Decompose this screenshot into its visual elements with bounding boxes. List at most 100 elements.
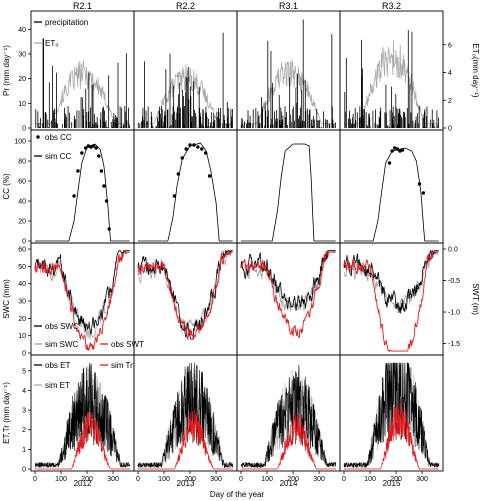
legend-label: sim Tr <box>111 361 133 370</box>
x-tick-label: 0 <box>33 476 37 483</box>
column-header: R2.1 <box>73 1 92 11</box>
sim-swc-line <box>137 250 233 335</box>
legend-label: obs SWT <box>111 340 144 349</box>
obs-cc-point <box>99 169 104 173</box>
x-tick-label: 200 <box>184 476 196 483</box>
y-axis-title-right: SWT (m) <box>471 283 480 315</box>
x-tick-label: 100 <box>158 476 170 483</box>
x-tick-label: 0 <box>342 476 346 483</box>
sim-et-line <box>137 366 234 468</box>
obs-cc-point <box>102 184 106 188</box>
y-tick-label: 5 <box>22 368 26 375</box>
sim-swc-line <box>343 250 439 314</box>
obs-cc-point <box>89 145 93 149</box>
y-tick-label-right: 4 <box>448 70 452 77</box>
obs-cc-point <box>390 149 394 153</box>
y-tick-label-right: 0.0 <box>448 247 458 254</box>
column-header: R3.2 <box>382 1 401 11</box>
obs-cc-point <box>207 174 212 178</box>
sim-swc-line <box>240 250 336 312</box>
obs-et-line <box>34 362 131 468</box>
x-tick-label: 300 <box>313 476 325 483</box>
y-tick-label: 0 <box>22 126 26 133</box>
obs-cc-point <box>184 147 188 151</box>
obs-swc-line <box>137 250 233 340</box>
sim-tr-line <box>240 412 337 470</box>
legend-label: sim CC <box>45 152 71 161</box>
legend-marker <box>36 135 40 139</box>
legend-label: ET₀ <box>45 39 59 48</box>
obs-cc-point <box>84 146 88 150</box>
panel-frame <box>339 354 444 472</box>
legend-label: precipitation <box>45 18 88 27</box>
y-tick-label: 60 <box>18 247 26 254</box>
y-tick-label: 0 <box>22 467 26 474</box>
panel-frame <box>339 129 444 244</box>
y-tick-label: 80 <box>18 159 26 166</box>
obs-cc-point <box>176 172 181 176</box>
y-tick-label: 60 <box>18 179 26 186</box>
legend-label: sim SWC <box>45 340 79 349</box>
x-tick-label: 300 <box>416 476 428 483</box>
sim-cc-line <box>138 142 233 242</box>
obs-cc-point <box>417 182 422 186</box>
y-tick-label-right: 2 <box>448 98 452 105</box>
x-tick-label: 200 <box>81 476 93 483</box>
x-tick-label: 100 <box>55 476 67 483</box>
y-axis-title: ET,Tr (mm day⁻¹) <box>2 382 11 444</box>
obs-cc-point <box>91 144 96 148</box>
sim-cc-line <box>35 143 130 242</box>
x-tick-label: 0 <box>136 476 140 483</box>
obs-swt-line <box>343 251 439 352</box>
y-tick-label: 20 <box>18 219 26 226</box>
y-tick-label-right: -1.5 <box>448 341 460 348</box>
obs-cc-point <box>72 194 76 198</box>
obs-cc-point <box>400 148 405 152</box>
y-tick-label: 20 <box>18 76 26 83</box>
sim-tr-line <box>343 399 440 470</box>
obs-swt-line <box>137 251 233 340</box>
x-tick-label: 200 <box>390 476 402 483</box>
y-tick-label: 2 <box>22 427 26 434</box>
obs-swc-line <box>343 250 439 314</box>
obs-cc-point <box>97 154 101 158</box>
legend-label: obs ET <box>45 361 70 370</box>
obs-swt-line <box>34 251 130 351</box>
obs-et-line <box>137 362 234 468</box>
obs-cc-point <box>86 144 91 148</box>
plot-layer <box>34 19 440 470</box>
y-axis-title: CC (%) <box>2 173 11 200</box>
obs-cc-point <box>76 169 80 173</box>
year-label: 2012 <box>74 479 92 488</box>
obs-cc-point <box>398 149 402 153</box>
obs-cc-point <box>180 156 184 160</box>
y-tick-label: 40 <box>18 199 26 206</box>
y-tick-label: 3 <box>22 408 26 415</box>
year-label: 2014 <box>280 479 298 488</box>
obs-swc-line <box>34 250 130 335</box>
x-tick-label: 200 <box>287 476 299 483</box>
y-tick-label: 1 <box>22 447 26 454</box>
legend-label: sim ET <box>45 381 70 390</box>
y-tick-label: 4 <box>22 388 26 395</box>
obs-cc-point <box>94 146 98 150</box>
obs-cc-point <box>200 147 204 151</box>
obs-et-line <box>240 364 337 468</box>
x-tick-label: 300 <box>107 476 119 483</box>
obs-cc-point <box>203 151 208 155</box>
y-tick-label-right: -0.5 <box>448 278 460 285</box>
column-header: R3.1 <box>279 1 298 11</box>
obs-cc-point <box>104 199 109 203</box>
obs-cc-point <box>196 145 200 149</box>
obs-cc-point <box>395 147 400 151</box>
obs-cc-point <box>192 143 196 147</box>
y-axis-title: SWC (mm) <box>2 279 11 319</box>
y-tick-label-right: 0 <box>448 126 452 133</box>
et0-line <box>241 59 336 125</box>
sim-tr-line <box>34 411 131 470</box>
y-tick-label: 40 <box>18 281 26 288</box>
y-tick-label: 0 <box>22 351 26 358</box>
obs-cc-point <box>387 161 392 165</box>
